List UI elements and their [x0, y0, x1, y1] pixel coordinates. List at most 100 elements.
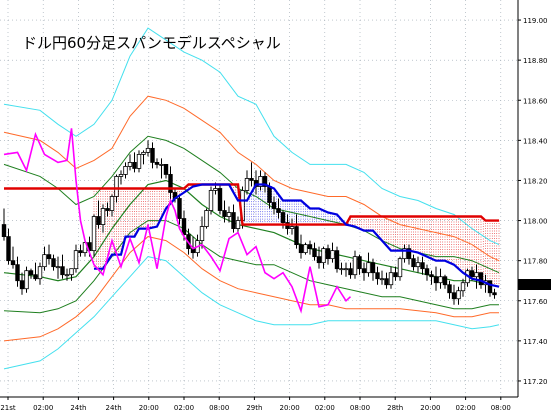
candle-body-up: [258, 176, 263, 187]
y-tick-label: 117.60: [523, 298, 548, 306]
candle-body-down: [469, 270, 475, 278]
candle-body-up: [204, 210, 209, 227]
chikou-line: [3, 128, 352, 314]
candle-body-up: [100, 208, 106, 225]
x-tick-label: 20:00: [420, 404, 440, 412]
candle-body-down: [393, 272, 398, 278]
candle-body-up: [352, 256, 358, 276]
x-tick-label: 08:00: [209, 404, 229, 412]
y-tick-label: 118.20: [523, 177, 548, 185]
candle-body-down: [424, 268, 430, 276]
candle-body-up: [64, 274, 70, 277]
time-axis: 21st 02:00 24th 24th 20:00 02:00 08:00 29th 20:0…: [0, 397, 511, 412]
chart-title: ドル円60分足スパンモデルスペシャル: [22, 34, 281, 52]
candle-body-up: [303, 244, 308, 254]
span-blue-line: [94, 183, 500, 288]
candle-body-up: [438, 276, 443, 284]
candle-body-down: [105, 208, 110, 211]
x-tick-label: 08:00: [491, 404, 511, 412]
candle-body-down: [433, 276, 439, 284]
candle-body-up: [321, 248, 326, 264]
candle-body-down: [276, 208, 281, 213]
candle-body-down: [357, 256, 362, 270]
candle-body-up: [226, 212, 232, 217]
candle-body-down: [1, 224, 7, 237]
y-tick-label: 118.80: [523, 57, 548, 65]
candle-body-down: [307, 244, 313, 250]
candle-body-down: [6, 236, 11, 262]
candle-body-down: [406, 248, 412, 260]
bb-lower-outer-line: [3, 256, 500, 370]
x-tick-label: 08:00: [350, 404, 370, 412]
candle-body-up: [73, 250, 79, 270]
x-tick-label: 20:00: [139, 404, 159, 412]
y-tick-label: 118.40: [523, 137, 548, 145]
x-tick-label: 21st: [0, 404, 16, 412]
x-tick-label: 24th: [70, 404, 86, 412]
candle-body-up: [118, 174, 124, 177]
candle-body-down: [132, 162, 137, 169]
candle-body-down: [478, 272, 484, 286]
candle-body-up: [24, 270, 29, 290]
candle-body-up: [145, 147, 151, 153]
x-tick-label: 02:00: [174, 404, 194, 412]
current-price-label: 117.63: [521, 281, 546, 289]
candle-body-down: [361, 268, 367, 274]
candle-body-down: [442, 276, 448, 286]
candle-body-down: [375, 272, 380, 280]
candle-body-down: [325, 248, 331, 260]
chikou-span: [3, 128, 352, 314]
span-red-line: [4, 183, 499, 226]
candle-body-down: [231, 212, 236, 229]
x-tick-label: 29th: [246, 404, 262, 412]
candle-body-up: [379, 278, 385, 281]
bb-lower-mid-line: [3, 236, 499, 342]
candle-body-up: [456, 290, 461, 300]
candle-body-up: [208, 190, 214, 211]
candle-body-down: [46, 254, 52, 260]
candle-body-up: [69, 268, 74, 276]
candle-body-down: [262, 176, 268, 187]
candle-body-up: [109, 196, 115, 211]
candle-body-down: [384, 278, 389, 286]
candle-body-up: [235, 220, 241, 229]
span-lines: [4, 183, 500, 288]
y-tick-label: 118.60: [523, 97, 548, 105]
candle-body-up: [136, 153, 142, 169]
y-tick-label: 119.00: [523, 17, 548, 25]
x-tick-label: 28th: [387, 404, 403, 412]
x-tick-label: 02:00: [33, 404, 53, 412]
candle-body-down: [316, 256, 322, 264]
candle-body-down: [10, 260, 16, 266]
x-tick-label: 24th: [106, 404, 122, 412]
candle-body-up: [114, 176, 119, 197]
current-price-box: [518, 279, 551, 290]
y-tick-label: 117.20: [523, 378, 548, 386]
y-tick-label: 118.00: [523, 218, 548, 226]
candle-body-down: [334, 250, 340, 270]
candle-body-down: [294, 226, 299, 246]
candle-body-up: [159, 164, 164, 166]
candle-body-up: [141, 151, 146, 155]
candle-body-down: [280, 212, 286, 223]
candle-body-down: [51, 258, 56, 268]
candle-body-down: [487, 280, 493, 294]
x-tick-label: 02:00: [456, 404, 476, 412]
candle-body-down: [33, 274, 38, 280]
candle-body-up: [213, 188, 218, 191]
candle-body-up: [388, 272, 394, 286]
candle-body-down: [96, 216, 101, 225]
candle-body-down: [411, 258, 416, 268]
candle-body-up: [42, 254, 47, 268]
bb-upper-inner-line: [3, 135, 500, 274]
candle-body-up: [366, 262, 371, 274]
candle-body-up: [91, 216, 97, 252]
candle-body-down: [429, 274, 434, 278]
candle-body-up: [330, 250, 335, 260]
candle-body-up: [199, 226, 205, 242]
candle-body-up: [55, 266, 61, 269]
candle-body-down: [60, 266, 65, 276]
candle-body-up: [402, 248, 407, 260]
candle-body-down: [298, 244, 304, 254]
